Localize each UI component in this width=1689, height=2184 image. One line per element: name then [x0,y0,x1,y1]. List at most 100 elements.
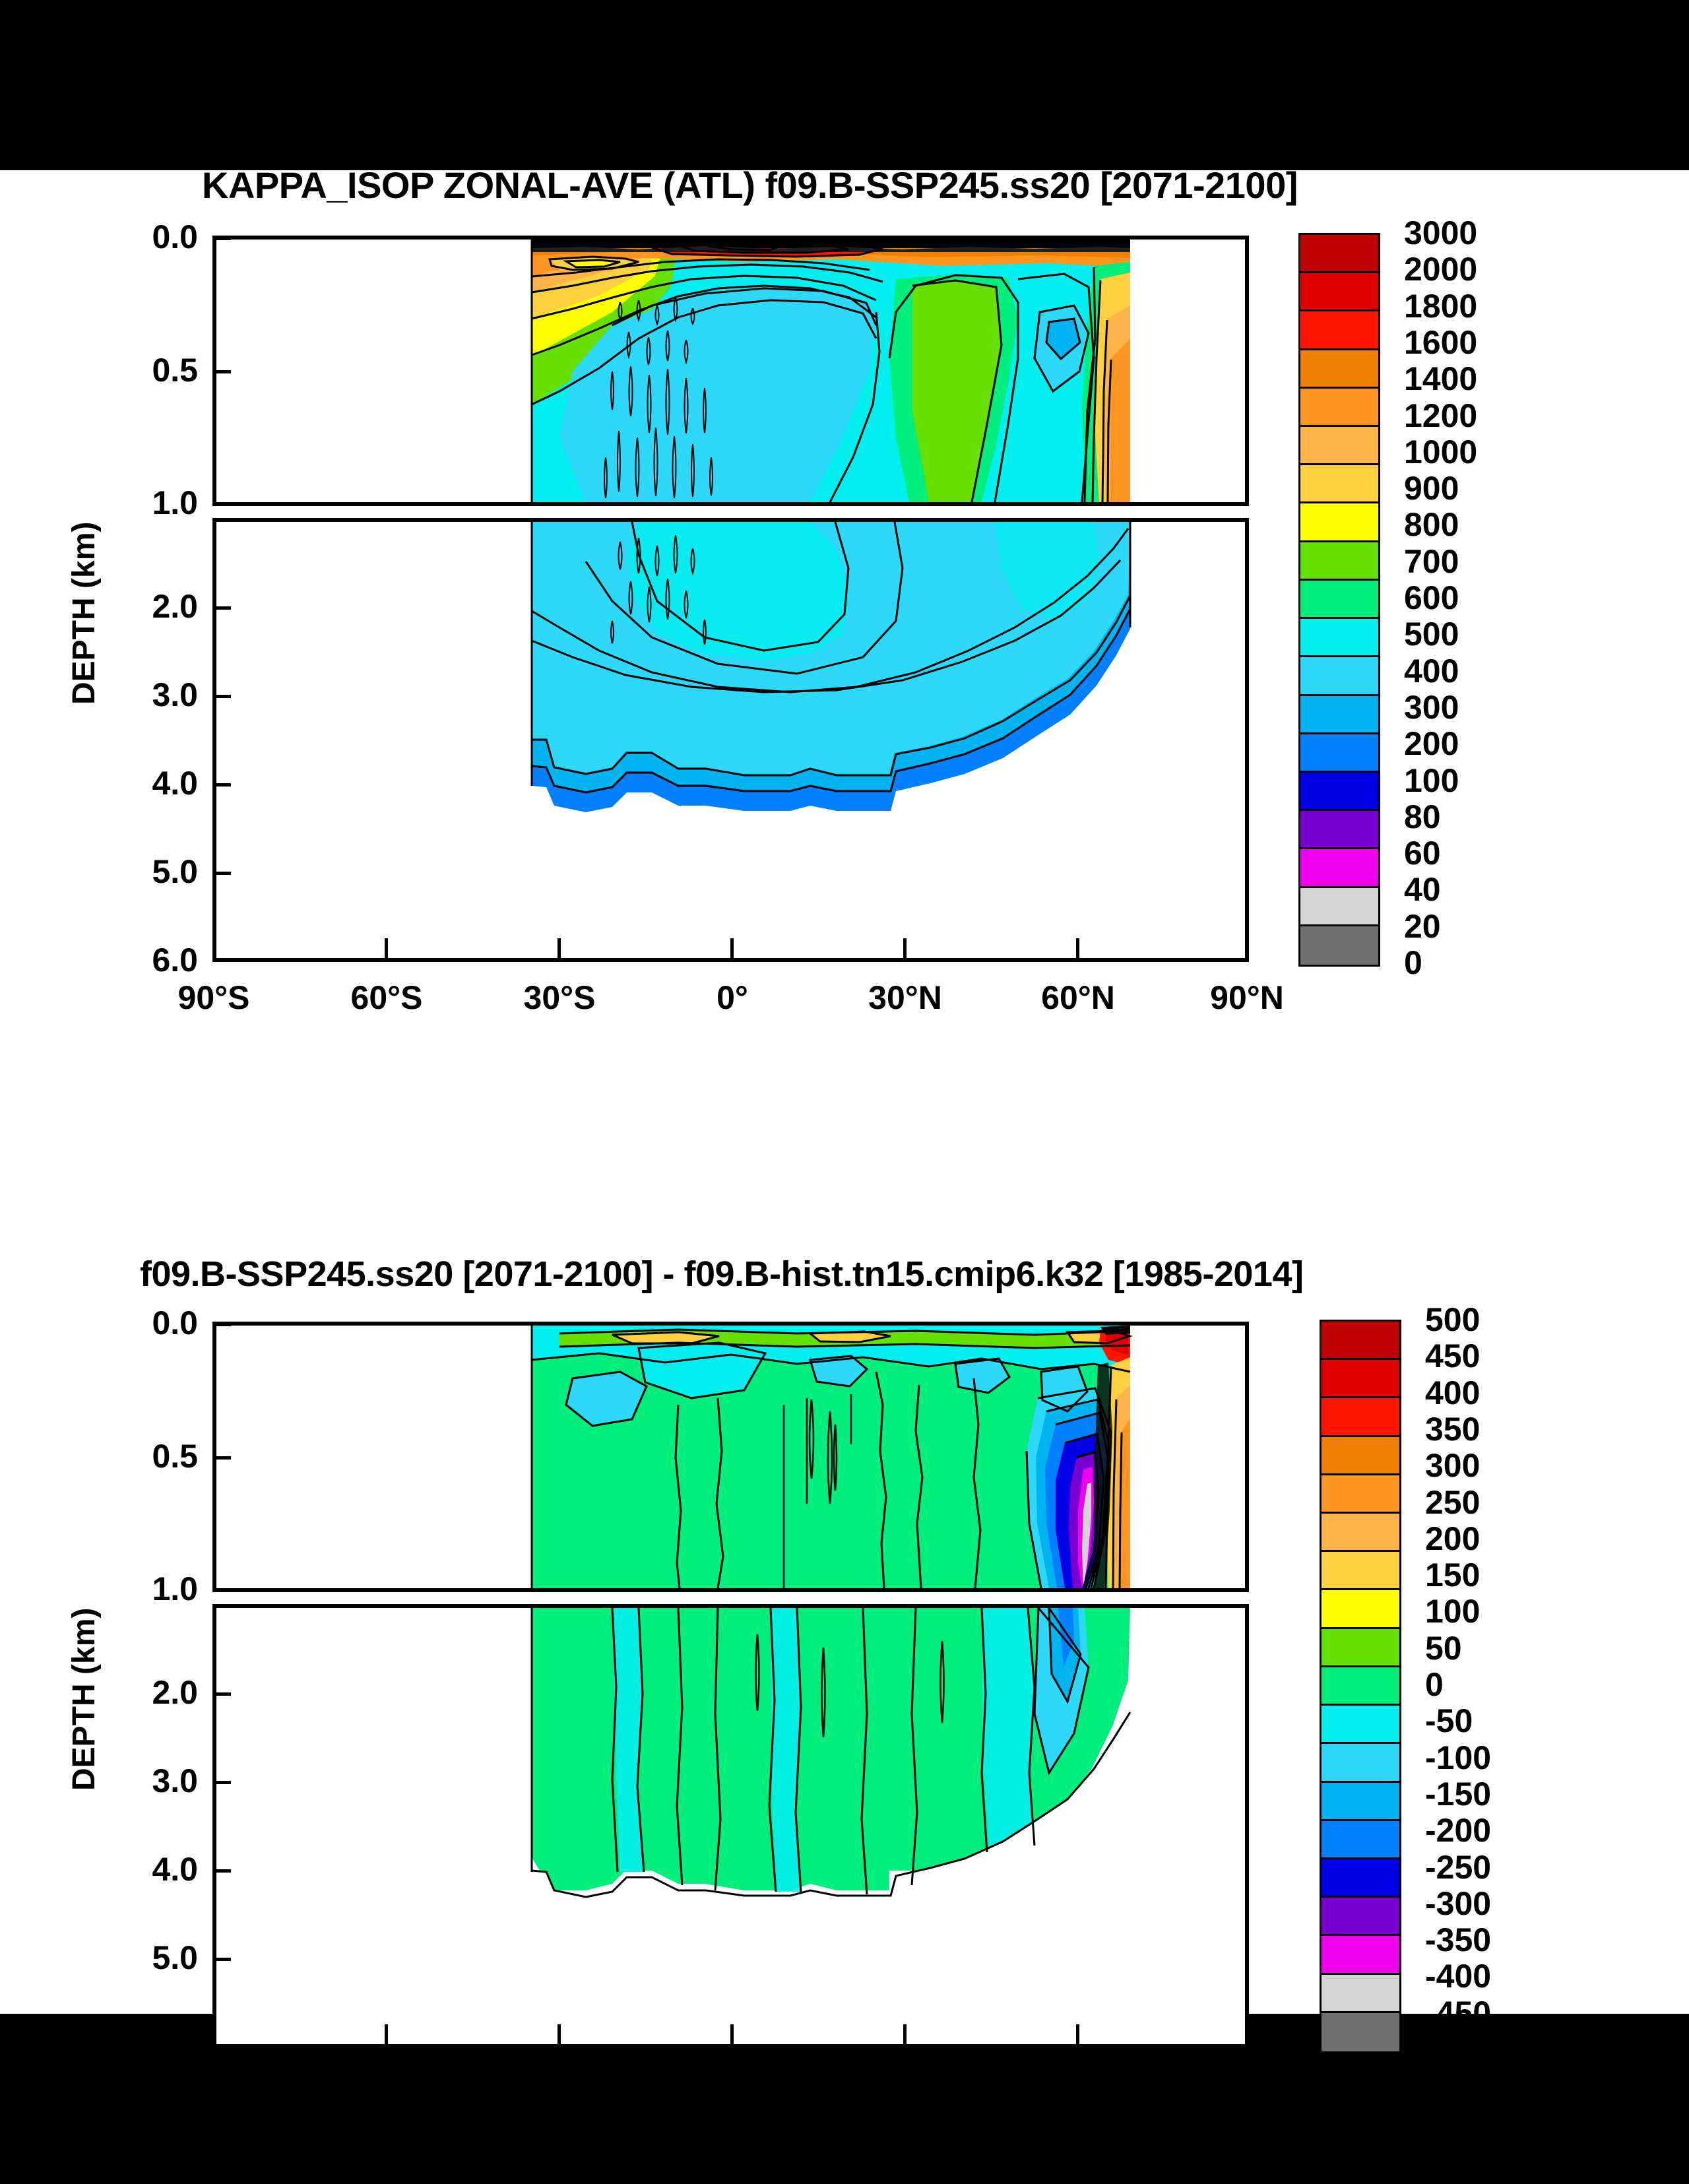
colorbar-swatch [1300,887,1378,926]
panel-bottom-ytick-3-0 [212,1781,231,1784]
panel-top-xlabel-90S: 90°S [177,979,250,1016]
colorbar-swatch [1322,1628,1399,1667]
colorbar-swatch [1322,1360,1399,1399]
colorbar-swatch [1322,1859,1399,1898]
colorbar-tick-label: 900 [1404,470,1459,507]
panel-top-xlabel-30S: 30°S [523,979,596,1016]
colorbar-tick-label: 80 [1404,798,1441,835]
colorbar-tick-label: 1800 [1404,287,1478,325]
panel-bottom-ytick-5-0 [212,1958,231,1961]
panel-top-xtick-30S [558,938,561,962]
panel-bottom-ytick-4-0 [212,1869,231,1873]
panel-bottom-ylabel-0-5: 0.5 [152,1438,198,1475]
colorbar-tick-label: -150 [1425,1775,1492,1813]
panel-bottom-xtick-90N [1246,2024,1249,2048]
colorbar-swatch [1322,1706,1399,1745]
colorbar-tick-label: 0 [1425,1666,1444,1703]
colorbar-tick-label: 400 [1425,1374,1481,1411]
panel-top-xlabel-60N: 60°N [1041,979,1115,1016]
colorbar-swatch [1300,580,1378,620]
panel-bottom-ylabel-2-0: 2.0 [152,1674,198,1711]
panel-top-xlabel-90N: 90°N [1210,979,1284,1016]
panel-bottom-ylabel-0-0: 0.0 [152,1304,198,1341]
colorbar-tick-label: 100 [1425,1593,1481,1630]
colorbar-swatch [1300,695,1378,734]
panel-top-ylabel-1-0: 1.0 [152,484,198,521]
colorbar-swatch [1300,734,1378,773]
panel-bottom-xtick-60S [385,2024,388,2048]
colorbar-tick-label: -400 [1425,1958,1492,1995]
colorbar-tick-label: 300 [1425,1447,1481,1485]
colorbar-tick-label: 700 [1404,542,1459,580]
colorbar-swatch [1300,273,1378,312]
panel-bottom-ylabel-1-0: 1.0 [152,1570,198,1607]
panel-top-ylabel-3-0: 3.0 [152,676,198,713]
panel-bottom-xlabel-30N: 30°N [868,2065,942,2102]
colorbar-tick-label: 800 [1404,506,1459,544]
panel-bottom-xtick-30S [558,2024,561,2048]
colorbar-tick-label: -300 [1425,1884,1492,1922]
panel-bottom-xtick-30N [903,2024,907,2048]
colorbar-swatch [1300,657,1378,696]
colorbar-tick-label: 40 [1404,871,1441,909]
colorbar-tick-label: 150 [1425,1557,1481,1594]
colorbar-tick-label: 350 [1425,1410,1481,1448]
colorbar-swatch [1300,849,1378,888]
colorbar-swatch [1300,542,1378,581]
colorbar-swatch [1322,1936,1399,1975]
panel-bottom-xtick-0 [730,2024,734,2048]
panel-top-ylabel-5-0: 5.0 [152,853,198,890]
panel-bottom-ytick-0-5 [212,1456,231,1460]
colorbar-swatch [1300,619,1378,658]
panel-bottom-xlabel-90N: 90°N [1210,2065,1284,2102]
panel-top-ylabel-0-5: 0.5 [152,352,198,389]
colorbar-swatch [1300,427,1378,466]
panel-bottom-lower-frame [212,1604,1249,2048]
panel-top-ytick-4-0 [212,783,231,787]
figure-page: KAPPA_ISOP ZONAL-AVE (ATL) f09.B-SSP245.… [0,164,1689,2102]
colorbar-tick-label: -50 [1425,1702,1473,1740]
panel-top-ylabel-0-0: 0.0 [152,218,198,255]
panel-top-ylabel-4-0: 4.0 [152,765,198,802]
panel-bottom-title: f09.B-SSP245.ss20 [2071-2100] - f09.B-hi… [140,1254,1304,1294]
colorbar-swatch [1322,1322,1399,1361]
colorbar-tick-label: 2000 [1404,251,1478,288]
colorbar-tick-label: 300 [1404,688,1459,726]
colorbar-tick-label: 1400 [1404,360,1478,398]
panel-top-xtick-90N [1246,938,1249,962]
panel-top-ylabel-6-0: 6.0 [152,942,198,979]
colorbar-swatch [1322,1898,1399,1937]
panel-top-xtick-90S [212,938,216,962]
colorbar-tick-label: -350 [1425,1921,1492,1959]
colorbar-tick-label: -100 [1425,1739,1492,1776]
colorbar-swatch [1322,1398,1399,1437]
colorbar-swatch [1322,1436,1399,1475]
colorbar-swatch [1300,811,1378,850]
panel-bottom-colorbar [1320,1320,1401,2053]
panel-top-ytick-0-0 [212,237,231,240]
colorbar-tick-label: -200 [1425,1812,1492,1849]
colorbar-swatch [1322,1744,1399,1783]
panel-top-xlabel-60S: 60°S [350,979,423,1016]
colorbar-swatch [1300,503,1378,542]
panel-top-ylabel-2-0: 2.0 [152,588,198,625]
panel-bottom-xlabel-90S: 90°S [177,2065,250,2102]
panel-bottom: f09.B-SSP245.ss20 [2071-2100] - f09.B-hi… [0,1087,1689,2102]
colorbar-swatch [1322,1514,1399,1553]
panel-bottom-y-axis-title: DEPTH (km) [67,1607,102,1791]
panel-bottom-xlabel-60S: 60°S [350,2065,423,2102]
colorbar-swatch [1322,2012,1399,2051]
colorbar-tick-label: 1600 [1404,323,1478,361]
colorbar-tick-label: 50 [1425,1629,1462,1667]
colorbar-swatch [1300,926,1378,965]
colorbar-tick-label: 400 [1404,652,1459,690]
panel-top-ytick-2-0 [212,606,231,610]
colorbar-swatch [1300,465,1378,504]
colorbar-tick-label: 100 [1404,761,1459,799]
panel-top-lower-field [216,522,1245,958]
colorbar-tick-label: 200 [1404,725,1459,763]
colorbar-tick-label: -450 [1425,1994,1492,2032]
colorbar-tick-label: 0 [1404,944,1422,981]
colorbar-tick-label: 3000 [1404,214,1478,251]
